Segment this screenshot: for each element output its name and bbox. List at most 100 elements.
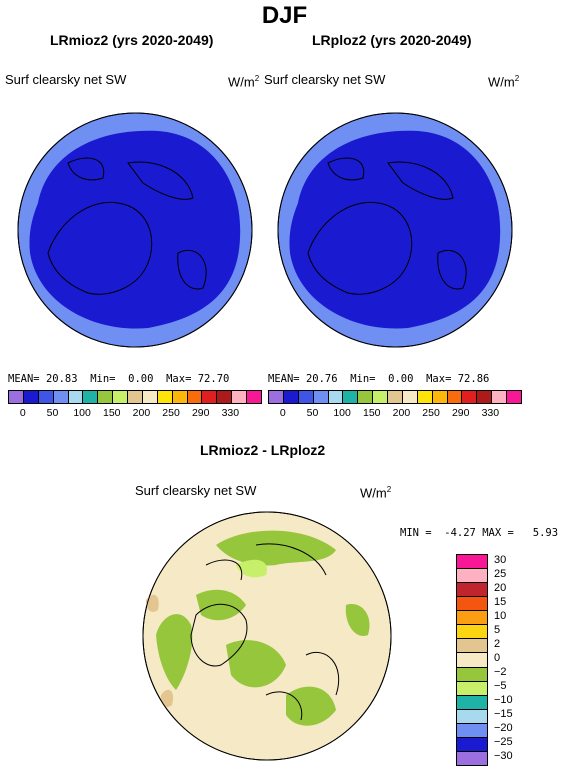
panel2-title: LRploz2 (yrs 2020-2049): [312, 32, 472, 48]
colorbar-label: 10: [494, 610, 507, 622]
colorbar-swatch: [98, 391, 114, 403]
colorbar-swatch: [457, 681, 487, 696]
colorbar-label: 200: [392, 407, 411, 419]
colorbar-label: 290: [191, 407, 210, 419]
colorbar-swatch: [462, 391, 478, 403]
colorbar-label: 2: [494, 638, 501, 650]
colorbar-swatch: [457, 695, 487, 710]
colorbar-swatch: [457, 569, 487, 584]
colorbar-swatch: [157, 391, 173, 403]
colorbar-label: −2: [494, 666, 507, 678]
colorbar-swatch: [457, 555, 487, 570]
panel2-units: W/m2: [488, 74, 520, 90]
colorbar-swatch: [328, 391, 344, 403]
panel2-stats: MEAN= 20.76 Min= 0.00 Max= 72.86: [268, 373, 490, 385]
colorbar-label: 250: [422, 407, 440, 419]
colorbar-swatch: [457, 723, 487, 738]
colorbar-swatch: [457, 653, 487, 668]
colorbar-swatch: [187, 391, 203, 403]
colorbar-swatch: [457, 737, 487, 752]
colorbar-swatch: [447, 391, 463, 403]
colorbar-swatch: [217, 391, 233, 403]
panel1-map: [17, 112, 253, 348]
colorbar-swatch: [402, 391, 418, 403]
colorbar-swatch: [313, 391, 329, 403]
colorbar-label: 100: [333, 407, 351, 419]
colorbar-swatch: [269, 391, 284, 403]
colorbar-label: 25: [494, 568, 507, 580]
panel1-stats: MEAN= 20.83 Min= 0.00 Max= 72.70: [8, 373, 230, 385]
colorbar-swatch: [373, 391, 388, 403]
colorbar-label: 290: [451, 407, 470, 419]
colorbar-swatch: [298, 391, 314, 403]
colorbar-label: −10: [494, 694, 513, 706]
colorbar-swatch: [358, 391, 374, 403]
colorbar-label: 0: [19, 407, 26, 419]
colorbar-swatch: [128, 391, 143, 403]
colorbar-swatch: [388, 391, 403, 403]
colorbar-label: 250: [162, 407, 180, 419]
diff-units: W/m2: [360, 485, 392, 501]
colorbar-swatch: [457, 639, 487, 654]
panel1-units: W/m2: [228, 74, 260, 90]
colorbar-swatch: [247, 391, 261, 403]
colorbar-swatch: [457, 709, 487, 724]
colorbar-label: −15: [494, 708, 513, 720]
panel1-title: LRmioz2 (yrs 2020-2049): [50, 32, 214, 48]
colorbar-label: 150: [362, 407, 381, 419]
colorbar-label: 330: [481, 407, 500, 419]
colorbar-swatch: [457, 751, 487, 765]
diff-variable: Surf clearsky net SW: [135, 483, 257, 498]
colorbar-label: 50: [46, 407, 59, 419]
colorbar-label: 100: [73, 407, 91, 419]
panel1-variable: Surf clearsky net SW: [5, 72, 127, 87]
panel2-map: [277, 112, 513, 348]
colorbar-label: −20: [494, 722, 513, 734]
colorbar-swatch: [432, 391, 448, 403]
colorbar-label: −25: [494, 736, 513, 748]
colorbar-label: −5: [494, 680, 507, 692]
colorbar-swatch: [232, 391, 247, 403]
figure-title: DJF: [261, 2, 308, 29]
colorbar-swatch: [113, 391, 128, 403]
colorbar-label: 0: [279, 407, 286, 419]
diff-colorbar: [456, 554, 488, 766]
colorbar-swatch: [68, 391, 84, 403]
panel2-variable: Surf clearsky net SW: [264, 72, 386, 87]
diff-stats: MIN = -4.27 MAX = 5.93: [400, 527, 559, 539]
colorbar-label: 200: [132, 407, 151, 419]
colorbar-swatch: [202, 391, 218, 403]
colorbar-swatch: [457, 667, 487, 682]
colorbar-swatch: [457, 611, 487, 626]
panel2-colorbar: [268, 390, 522, 404]
colorbar-swatch: [283, 391, 299, 403]
colorbar-label: 330: [221, 407, 240, 419]
panel2-colorbar-labels: 0 50 100 150 200 250 290 330: [268, 407, 522, 421]
diff-map: [142, 511, 392, 761]
colorbar-swatch: [9, 391, 24, 403]
colorbar-swatch: [343, 391, 359, 403]
colorbar-swatch: [492, 391, 507, 403]
colorbar-label: 15: [494, 596, 507, 608]
colorbar-swatch: [172, 391, 188, 403]
diff-colorbar-labels: 30 25 20 15 10 5 2 0 −2 −5 −10 −15 −20 −25 −30: [494, 554, 534, 764]
colorbar-swatch: [83, 391, 99, 403]
colorbar-swatch: [457, 597, 487, 612]
colorbar-swatch: [507, 391, 521, 403]
colorbar-swatch: [38, 391, 54, 403]
colorbar-label: 5: [494, 624, 501, 636]
diff-title: LRmioz2 - LRploz2: [200, 442, 326, 458]
colorbar-swatch: [457, 583, 487, 598]
colorbar-swatch: [142, 391, 158, 403]
colorbar-label: 150: [102, 407, 121, 419]
panel1-colorbar: [8, 390, 262, 404]
colorbar-label: 30: [494, 554, 507, 566]
colorbar-swatch: [417, 391, 433, 403]
colorbar-swatch: [53, 391, 69, 403]
colorbar-label: 0: [494, 652, 501, 664]
panel1-colorbar-labels: 0 50 100 150 200 250 290 330: [8, 407, 262, 421]
colorbar-label: 20: [494, 582, 507, 594]
colorbar-swatch: [23, 391, 39, 403]
colorbar-label: 50: [306, 407, 319, 419]
colorbar-label: −30: [494, 750, 513, 762]
